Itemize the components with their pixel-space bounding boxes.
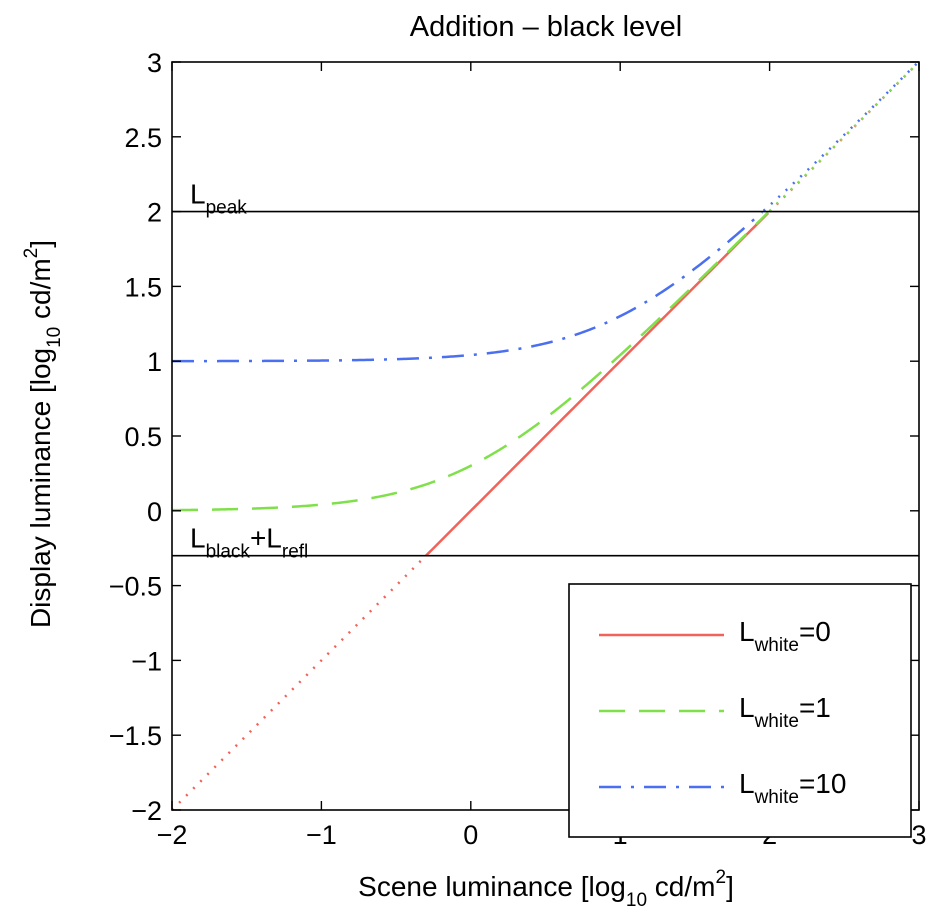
legend: Lwhite=0 Lwhite=1 Lwhite=10 (568, 583, 912, 838)
plot-area: Lpeak Lblack+Lrefl −2 −1 0 1 2 3 −2 −1.5 −1 −0.5 0 0.… (109, 48, 927, 850)
y-tick-label: −0.5 (109, 572, 162, 602)
legend-label-1: Lwhite=1 (739, 692, 831, 732)
legend-box (568, 583, 912, 838)
y-tick-label: 3 (147, 48, 162, 78)
hline-label-1: Lblack+Lrefl (190, 523, 308, 563)
y-axis-label: Display luminance [log10 cd/m2] (21, 240, 65, 628)
y-tick-label: 0 (147, 497, 162, 527)
x-tick-label: 0 (463, 820, 478, 850)
hline-label-0: Lpeak (190, 179, 247, 219)
y-tick-label: −1.5 (109, 721, 162, 751)
x-tick-label: −2 (157, 820, 188, 850)
legend-label-2: Lwhite=10 (739, 768, 846, 808)
series-line-1 (171, 211, 769, 512)
chart-title: Addition – black level (410, 11, 682, 43)
y-tick-label: −2 (131, 796, 162, 826)
y-tick-label: 2.5 (124, 123, 162, 153)
legend-label-0: Lwhite=0 (739, 616, 831, 656)
y-tick-label: 0.5 (124, 422, 162, 452)
x-tick-label: 3 (911, 820, 926, 850)
y-tick-label: 1.5 (124, 272, 162, 302)
x-tick-label: −1 (306, 820, 337, 850)
y-tick-label: −1 (131, 646, 162, 676)
series-2-high-extension (762, 61, 919, 212)
series-line-2 (171, 211, 763, 363)
series-0-low-extension (171, 556, 426, 811)
x-axis-label: Scene luminance [log10 cd/m2] (358, 867, 734, 911)
y-tick-label: 1 (147, 347, 162, 377)
y-tick-label: 2 (147, 198, 162, 228)
